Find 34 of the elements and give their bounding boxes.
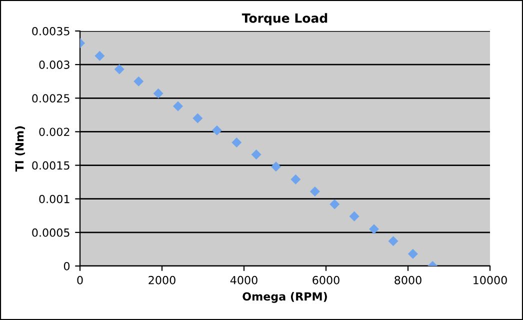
y-tick-label: 0.002: [39, 128, 70, 136]
x-tick-label: 6000: [312, 276, 340, 284]
point: [94, 50, 105, 61]
y-axis-title: Tl (Nm): [15, 126, 25, 172]
y-tick-label: 0.001: [39, 194, 70, 204]
point: [310, 186, 320, 196]
point: [408, 248, 418, 259]
chart-title: Torque Load: [242, 13, 328, 26]
x-tick-label: 2000: [148, 276, 176, 284]
point: [368, 224, 379, 234]
point: [290, 174, 301, 184]
x-tick-label: 8000: [394, 276, 422, 284]
point: [270, 162, 281, 172]
point: [349, 211, 360, 222]
x-tick-label: 10000: [474, 276, 507, 284]
y-tick-label: 0.0015: [32, 161, 70, 170]
point: [192, 113, 203, 124]
point: [134, 76, 144, 86]
point: [251, 150, 262, 160]
point: [153, 88, 164, 98]
x-axis-title: Omega (RPM): [242, 292, 327, 303]
x-tick-label: 4000: [230, 276, 258, 284]
point: [388, 236, 398, 246]
y-tick-label: 0: [64, 262, 70, 270]
y-tick-label: 0.003: [39, 60, 70, 69]
y-tick-label: 0.0005: [32, 228, 70, 237]
point: [172, 101, 183, 112]
point: [330, 199, 340, 210]
point: [114, 64, 124, 74]
point: [232, 137, 242, 148]
x-tick-label: 0: [77, 276, 83, 284]
point: [212, 125, 222, 136]
y-tick-label: 0.0035: [32, 26, 70, 36]
y-tick-label: 0.0025: [32, 94, 70, 103]
